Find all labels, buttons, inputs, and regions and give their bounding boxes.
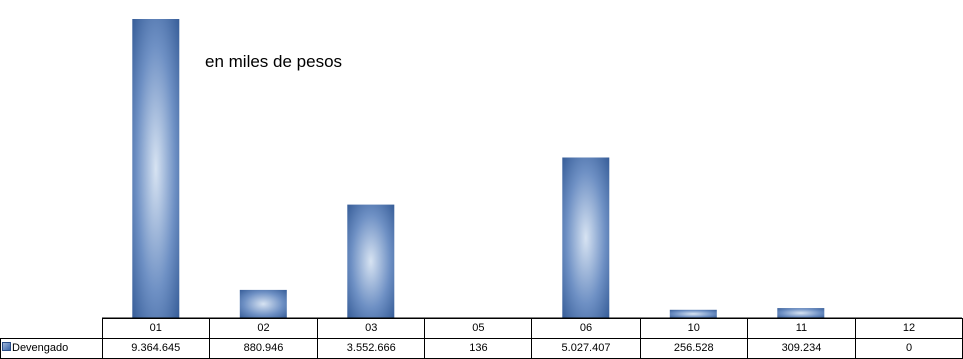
category-label-03: 03 [318,319,425,339]
category-label-05: 05 [425,319,532,339]
units-annotation: en miles de pesos [205,52,342,72]
category-row: 01 02 03 05 06 10 11 12 [1,319,963,339]
table-corner [1,319,103,339]
legend-swatch [2,342,11,351]
bar-chart-plot [0,0,963,318]
data-value-06: 5.027.407 [532,339,640,359]
legend-label: Devengado [12,342,68,354]
data-value-10: 256.528 [640,339,747,359]
bar-10 [670,310,717,318]
value-row: Devengado 9.364.645 880.946 3.552.666 136 5.… [1,339,963,359]
category-label-10: 10 [640,319,747,339]
data-value-12: 0 [856,339,963,359]
legend-entry: Devengado [1,339,103,359]
data-value-02: 880.946 [209,339,317,359]
bar-03 [347,205,394,318]
category-label-12: 12 [856,319,963,339]
data-value-03: 3.552.666 [318,339,425,359]
category-label-01: 01 [102,319,209,339]
bar-06 [562,158,609,319]
data-value-05: 136 [425,339,532,359]
category-label-02: 02 [209,319,317,339]
category-label-06: 06 [532,319,640,339]
bar-02 [240,290,287,318]
data-value-01: 9.364.645 [102,339,209,359]
data-value-11: 309.234 [747,339,855,359]
category-label-11: 11 [747,319,855,339]
data-table: 01 02 03 05 06 10 11 12 Devengado 9.364.645 880.… [0,318,963,359]
bar-11 [777,308,824,318]
bar-01 [132,19,179,318]
